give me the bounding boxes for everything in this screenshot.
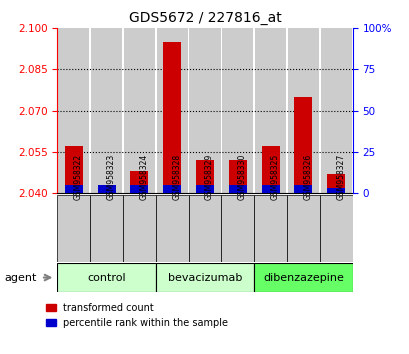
Bar (97, 185, 115, 193)
Bar (319, 195, 352, 262)
Bar (228, 160, 246, 193)
Bar (155, 263, 254, 292)
Text: agent: agent (4, 273, 36, 282)
Bar (188, 195, 221, 262)
Bar (130, 185, 148, 193)
Bar (155, 195, 188, 262)
Bar (222, 28, 253, 193)
Bar (254, 28, 285, 193)
Bar (189, 28, 220, 193)
Text: GSM958328: GSM958328 (172, 154, 181, 200)
Bar (286, 195, 319, 262)
Bar (97, 185, 115, 193)
Bar (130, 171, 148, 193)
Bar (228, 185, 246, 193)
Bar (294, 97, 312, 193)
Bar (320, 28, 351, 193)
Bar (58, 28, 89, 193)
Bar (221, 195, 254, 262)
Text: GSM958327: GSM958327 (335, 154, 344, 200)
Bar (326, 174, 344, 193)
Bar (326, 188, 344, 193)
Bar (57, 195, 90, 262)
Bar (163, 185, 181, 193)
Text: GSM958324: GSM958324 (139, 154, 148, 200)
Bar (124, 28, 155, 193)
Bar (196, 160, 213, 193)
Bar (261, 185, 279, 193)
Text: GSM958330: GSM958330 (237, 154, 246, 200)
Text: GSM958326: GSM958326 (303, 154, 312, 200)
Bar (57, 263, 155, 292)
Bar (90, 195, 123, 262)
Bar (91, 28, 122, 193)
Text: bevacizumab: bevacizumab (167, 273, 242, 282)
Bar (65, 146, 83, 193)
Bar (254, 263, 352, 292)
Legend: transformed count, percentile rank within the sample: transformed count, percentile rank withi… (46, 303, 228, 328)
Text: GSM958329: GSM958329 (204, 154, 213, 200)
Text: GSM958322: GSM958322 (74, 154, 83, 200)
Bar (156, 28, 187, 193)
Bar (254, 195, 286, 262)
Text: GDS5672 / 227816_at: GDS5672 / 227816_at (128, 11, 281, 25)
Bar (65, 185, 83, 193)
Text: control: control (87, 273, 126, 282)
Bar (261, 146, 279, 193)
Text: GSM958323: GSM958323 (106, 154, 115, 200)
Bar (294, 185, 312, 193)
Bar (123, 195, 155, 262)
Bar (163, 42, 181, 193)
Bar (196, 185, 213, 193)
Bar (287, 28, 318, 193)
Text: dibenzazepine: dibenzazepine (262, 273, 343, 282)
Text: GSM958325: GSM958325 (270, 154, 279, 200)
